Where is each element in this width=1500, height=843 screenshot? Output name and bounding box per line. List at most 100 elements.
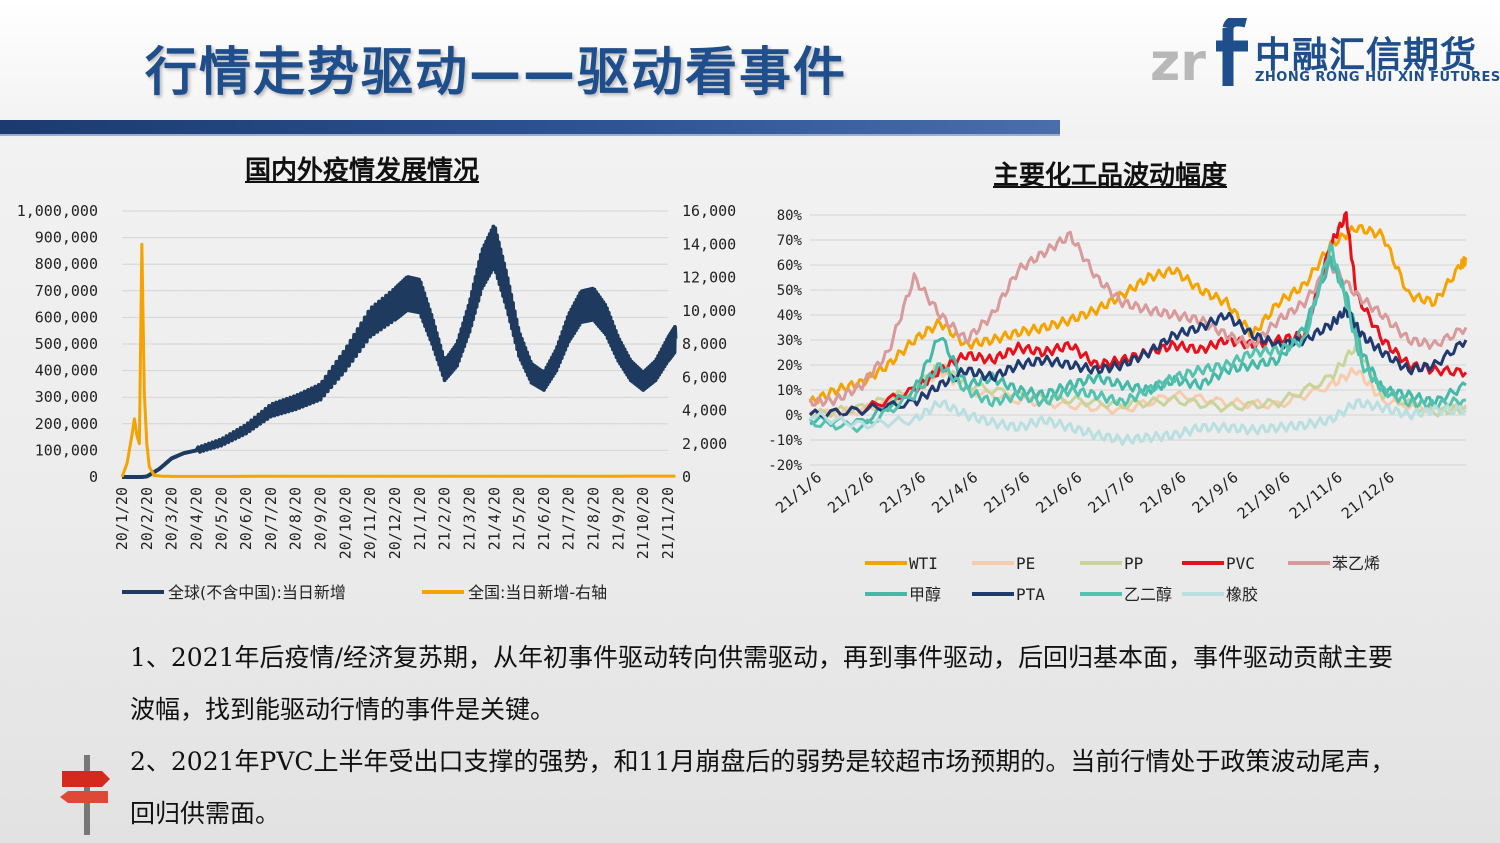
- x-tick-label: 21/6/20: [535, 487, 553, 550]
- x-tick-label: 21/6/6: [1032, 468, 1085, 517]
- legend-label: 全国:当日新增-右轴: [468, 583, 607, 602]
- y-left-tick-label: 300,000: [35, 388, 98, 406]
- series-line: [120, 242, 676, 478]
- y-tick-label: 20%: [777, 358, 803, 374]
- x-tick-label: 20/1/20: [113, 487, 131, 550]
- paragraph-1: 1、2021年后疫情/经济复苏期，从年初事件驱动转向供需驱动，再到事件驱动，后回…: [130, 643, 1393, 724]
- legend-label: 苯乙烯: [1332, 554, 1380, 573]
- legend-label: 甲醇: [909, 585, 941, 604]
- y-right-tick-label: 0: [682, 468, 691, 486]
- x-tick-label: 21/8/20: [585, 487, 603, 550]
- x-tick-label: 21/3/20: [460, 487, 478, 550]
- y-left-tick-label: 100,000: [35, 441, 98, 459]
- header: [0, 0, 1500, 140]
- x-tick-label: 20/12/20: [386, 487, 404, 559]
- y-tick-label: 10%: [777, 383, 803, 399]
- logo-mark-icon: zr: [1150, 18, 1248, 93]
- y-right-tick-label: 4,000: [682, 402, 727, 420]
- y-left-tick-label: 800,000: [35, 255, 98, 273]
- chart2-title: 主要化工品波动幅度: [993, 161, 1228, 191]
- y-left-tick-label: 500,000: [35, 335, 98, 353]
- header-bar-underline: [0, 134, 1060, 136]
- y-tick-label: -20%: [768, 458, 802, 474]
- y-left-tick-label: 400,000: [35, 362, 98, 380]
- x-tick-label: 20/6/20: [237, 487, 255, 550]
- chart-covid: 1,000,000 900,000 800,000 700,000 600,000 500…: [17, 202, 736, 602]
- x-tick-label: 21/11/6: [1286, 468, 1346, 522]
- x-tick-label: 21/10/6: [1234, 468, 1294, 522]
- header-bar: [0, 120, 1060, 134]
- legend-label: WTI: [909, 554, 938, 573]
- x-tick-label: 21/4/20: [485, 487, 503, 550]
- x-tick-label: 21/7/6: [1084, 468, 1137, 517]
- x-tick-label: 21/10/20: [634, 487, 652, 559]
- series-line: [808, 242, 1467, 433]
- x-tick-label: 21/5/6: [980, 468, 1033, 517]
- x-tick-label: 20/2/20: [138, 487, 156, 550]
- x-tick-label: 20/10/20: [336, 487, 354, 559]
- series-line: [809, 340, 1467, 421]
- signpost-icon: [60, 755, 110, 835]
- legend-label: PE: [1016, 554, 1035, 573]
- x-tick-label: 21/12/6: [1338, 468, 1398, 522]
- x-tick-label: 20/7/20: [262, 487, 280, 550]
- y-tick-label: 50%: [777, 283, 803, 299]
- x-tick-label: 21/8/6: [1137, 468, 1190, 517]
- chart1-title: 国内外疫情发展情况: [245, 156, 480, 186]
- x-tick-label: 20/11/20: [361, 487, 379, 559]
- y-tick-label: 0%: [785, 408, 802, 424]
- y-tick-label: 80%: [777, 208, 803, 224]
- y-tick-label: 70%: [777, 233, 803, 249]
- x-tick-label: 21/11/20: [659, 487, 677, 559]
- y-right-tick-label: 14,000: [682, 235, 736, 253]
- chart-chemicals: 80% 70% 60% 50% 40% 30% 20% 10% 0% -10% -20%21/1/6…: [768, 208, 1468, 604]
- legend-label: PTA: [1016, 585, 1045, 604]
- x-tick-label: 21/7/20: [560, 487, 578, 550]
- x-tick-label: 21/2/20: [436, 487, 454, 550]
- logo-mark-text: zr: [1150, 33, 1206, 93]
- page-title: 行情走势驱动——驱动看事件: [145, 43, 848, 103]
- y-tick-label: 30%: [777, 333, 803, 349]
- x-tick-label: 21/5/20: [510, 487, 528, 550]
- company-logo: zr 中融汇信期货 ZHONG RONG HUI XIN FUTURES: [1150, 18, 1500, 98]
- y-left-tick-label: 700,000: [35, 282, 98, 300]
- x-tick-label: 21/1/20: [411, 487, 429, 550]
- y-right-tick-label: 2,000: [682, 435, 727, 453]
- logo-cn: 中融汇信期货: [1255, 35, 1478, 76]
- legend-label: 橡胶: [1226, 585, 1258, 604]
- x-tick-label: 21/9/20: [609, 487, 627, 550]
- legend-label: 乙二醇: [1124, 585, 1172, 604]
- x-tick-label: 20/3/20: [163, 487, 181, 550]
- y-left-tick-label: 200,000: [35, 415, 98, 433]
- series-line: [809, 397, 1468, 446]
- y-right-tick-label: 10,000: [682, 302, 736, 320]
- y-left-tick-label: 900,000: [35, 229, 98, 247]
- y-right-tick-label: 6,000: [682, 368, 727, 386]
- y-left-tick-label: 0: [89, 468, 98, 486]
- series-line: [121, 224, 678, 479]
- y-left-tick-label: 1,000,000: [17, 202, 98, 220]
- legend-label: PVC: [1226, 554, 1255, 573]
- y-right-tick-label: 16,000: [682, 202, 736, 220]
- legend-label: PP: [1124, 554, 1143, 573]
- y-tick-label: 60%: [777, 258, 803, 274]
- x-tick-label: 20/4/20: [187, 487, 205, 550]
- series-line: [808, 306, 1468, 420]
- series-line: [808, 224, 1468, 405]
- x-tick-label: 21/1/6: [772, 468, 825, 517]
- y-tick-label: -10%: [768, 433, 802, 449]
- legend-label: 全球(不含中国):当日新增: [168, 583, 346, 602]
- x-tick-label: 20/8/20: [287, 487, 305, 550]
- x-tick-label: 21/4/6: [928, 468, 981, 517]
- y-tick-label: 40%: [777, 308, 803, 324]
- series-line: [808, 230, 1468, 407]
- y-right-tick-label: 12,000: [682, 269, 736, 287]
- y-right-tick-label: 8,000: [682, 335, 727, 353]
- logo-en: ZHONG RONG HUI XIN FUTURES: [1255, 70, 1500, 85]
- paragraph-2: 2、2021年PVC上半年受出口支撑的强势，和11月崩盘后的弱势是较超市场预期的…: [130, 747, 1396, 828]
- x-tick-label: 20/9/20: [312, 487, 330, 550]
- x-tick-label: 21/2/6: [824, 468, 877, 517]
- y-left-tick-label: 600,000: [35, 308, 98, 326]
- x-tick-label: 21/3/6: [876, 468, 929, 517]
- x-tick-label: 20/5/20: [212, 487, 230, 550]
